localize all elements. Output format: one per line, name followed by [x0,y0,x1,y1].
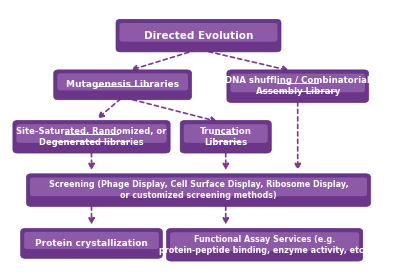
Text: Mutagenesis Libraries: Mutagenesis Libraries [66,80,179,89]
FancyBboxPatch shape [167,229,363,261]
FancyBboxPatch shape [21,229,162,258]
Text: Functional Assay Services (e.g.
protein-peptide binding, enzyme activity, etc.): Functional Assay Services (e.g. protein-… [159,235,370,255]
FancyBboxPatch shape [119,23,278,42]
Text: DNA shuffling / Combinatorial
Assembly Library: DNA shuffling / Combinatorial Assembly L… [225,76,370,96]
Text: Screening (Phage Display, Cell Surface Display, Ribosome Display,
or customized : Screening (Phage Display, Cell Surface D… [49,180,348,200]
FancyBboxPatch shape [227,70,368,102]
FancyBboxPatch shape [24,232,159,249]
FancyBboxPatch shape [13,121,170,153]
FancyBboxPatch shape [27,174,370,206]
FancyBboxPatch shape [170,232,359,251]
FancyBboxPatch shape [230,74,365,92]
FancyBboxPatch shape [116,19,281,52]
Text: Directed Evolution: Directed Evolution [144,31,253,41]
Text: Truncation
Libraries: Truncation Libraries [200,127,252,147]
FancyBboxPatch shape [184,124,268,143]
FancyBboxPatch shape [57,73,188,90]
FancyBboxPatch shape [54,70,191,100]
FancyBboxPatch shape [30,177,367,196]
FancyBboxPatch shape [180,121,271,153]
Text: Protein crystallization: Protein crystallization [35,239,148,248]
Text: Site-Saturated, Randomized, or
Degenerated libraries: Site-Saturated, Randomized, or Degenerat… [16,127,167,147]
FancyBboxPatch shape [16,124,167,143]
